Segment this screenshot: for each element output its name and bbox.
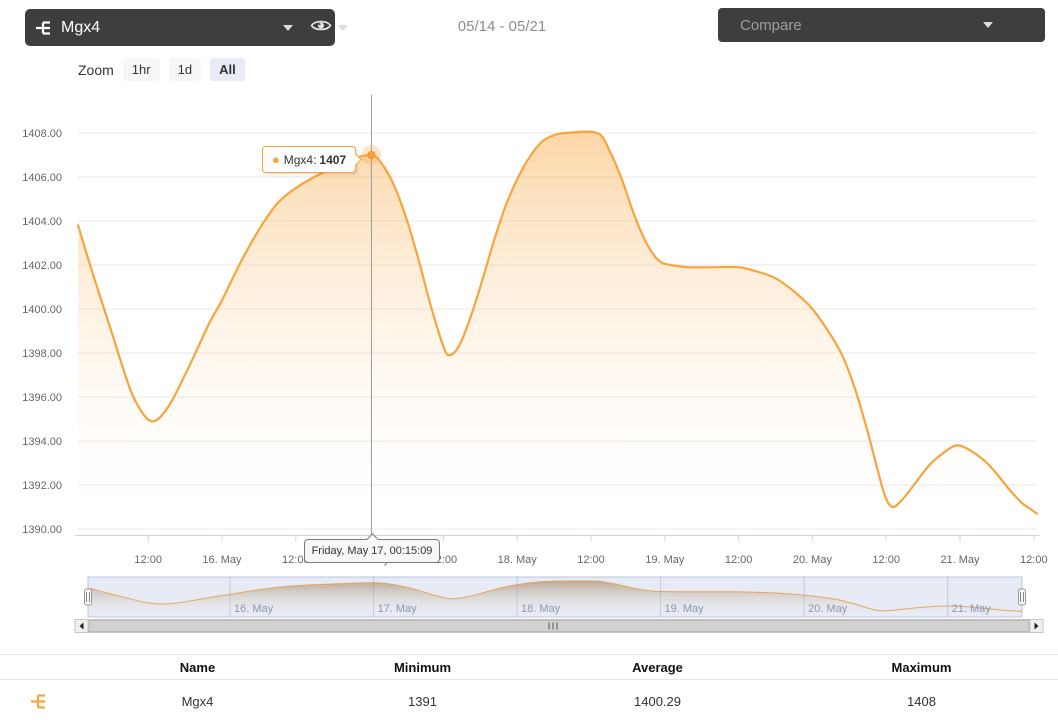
y-axis-label: 1400.00	[22, 304, 62, 316]
zoom-label: Zoom	[78, 61, 114, 78]
series-line	[77, 130, 1038, 515]
navigator-left-handle[interactable]	[84, 588, 92, 606]
scrollbar-thumb[interactable]	[88, 620, 1030, 632]
navigator-date-label: 20. May	[808, 603, 848, 615]
compare-chevron-down-icon	[983, 22, 993, 28]
compare-label: Compare	[740, 16, 802, 34]
datetime-tooltip-text: Friday, May 17, 00:15:09	[311, 545, 433, 557]
cell-name: Mgx4	[181, 693, 214, 709]
x-axis-label: 18. May	[498, 554, 538, 566]
x-axis-label: 19. May	[645, 554, 685, 566]
column-header-average: Average	[632, 659, 683, 675]
y-axis-label: 1406.00	[22, 172, 62, 184]
zoom-button-1hr[interactable]: 1hr	[122, 58, 160, 81]
x-axis-label: 12:00	[282, 554, 310, 566]
x-axis-label: 12:00	[577, 554, 605, 566]
x-axis-label: 16. May	[202, 554, 242, 566]
scrollbar-grip-icon	[548, 622, 558, 630]
x-axis-label: 12:00	[1020, 554, 1048, 566]
navigator-date-label: 19. May	[665, 603, 705, 615]
series-area-fill	[78, 131, 1037, 536]
series-logo-icon	[34, 20, 56, 36]
tooltip-series-value: 1407	[319, 152, 347, 167]
column-header-maximum: Maximum	[891, 659, 952, 675]
eye-chevron-down-icon[interactable]	[338, 25, 348, 31]
x-axis-label: 12:00	[725, 554, 753, 566]
navigator-date-label: 18. May	[521, 603, 561, 615]
navigator-labels: 16. May 17. May 18. May 19. May 20. May 21. M…	[234, 603, 991, 615]
summary-table: Name Minimum Average Maximum Mgx4 1391 1…	[0, 654, 1058, 720]
navigator-date-label: 17. May	[378, 603, 418, 615]
navigator-line	[89, 580, 1023, 612]
scrollbar-right-arrow-icon	[1034, 622, 1039, 630]
y-axis-label: 1408.00	[22, 128, 62, 140]
scrollbar-left-arrow-icon	[79, 622, 84, 630]
navigator-svg[interactable]: 16. May 17. May 18. May 19. May 20. May 21. M…	[0, 570, 1058, 635]
y-axis-label: 1390.00	[22, 524, 62, 536]
tooltip-series-name: Mgx4	[283, 152, 314, 167]
zoom-controls: Zoom 1hr 1d All	[78, 58, 245, 81]
y-axis-label: 1398.00	[22, 348, 62, 360]
zoom-button-1d[interactable]: 1d	[168, 58, 202, 81]
y-axis-label: 1404.00	[22, 216, 62, 228]
x-axis-label: 12:00	[134, 554, 162, 566]
hover-point-marker	[367, 151, 376, 159]
series-tooltip: ● Mgx4: 1407	[262, 146, 362, 173]
table-row[interactable]: Mgx4 1391 1400.29 1408	[0, 680, 1058, 720]
datetime-tooltip: Friday, May 17, 00:15:09	[304, 533, 440, 563]
navigator-right-handle[interactable]	[1018, 588, 1026, 606]
main-chart-svg[interactable]: 1408.00 1406.00 1404.00 1402.00 1400.00 1398.…	[0, 90, 1058, 570]
y-axis-label: 1396.00	[22, 392, 62, 404]
series-logo-icon	[0, 693, 80, 710]
chevron-down-icon[interactable]	[283, 25, 293, 31]
column-header-minimum: Minimum	[393, 659, 452, 675]
x-axis-label: 12:00	[872, 554, 900, 566]
navigator-date-label: 16. May	[234, 603, 274, 615]
series-selector-dropdown[interactable]: Mgx4	[25, 9, 348, 46]
cell-minimum: 1391	[408, 693, 437, 709]
compare-dropdown[interactable]: Compare	[718, 8, 1045, 42]
series-bullet-icon: ●	[271, 152, 280, 167]
cell-average: 1400.29	[634, 693, 681, 709]
navigator-area-fill	[90, 580, 1023, 617]
y-axis-label: 1394.00	[22, 436, 62, 448]
eye-icon[interactable]	[309, 17, 333, 39]
scrollbar[interactable]	[74, 619, 1044, 633]
y-axis-label: 1392.00	[22, 480, 62, 492]
date-range-label: 05/14 - 05/21	[457, 18, 547, 35]
summary-table-header: Name Minimum Average Maximum	[0, 654, 1058, 680]
series-selector-label: Mgx4	[61, 18, 101, 36]
y-axis-label: 1402.00	[22, 260, 62, 272]
column-header-name: Name	[179, 659, 216, 675]
navigator-date-label: 21. May	[952, 603, 992, 615]
x-axis-label: 20. May	[793, 554, 833, 566]
zoom-button-all[interactable]: All	[210, 58, 245, 81]
x-axis-label: 21. May	[940, 554, 980, 566]
cell-maximum: 1408	[907, 693, 936, 709]
